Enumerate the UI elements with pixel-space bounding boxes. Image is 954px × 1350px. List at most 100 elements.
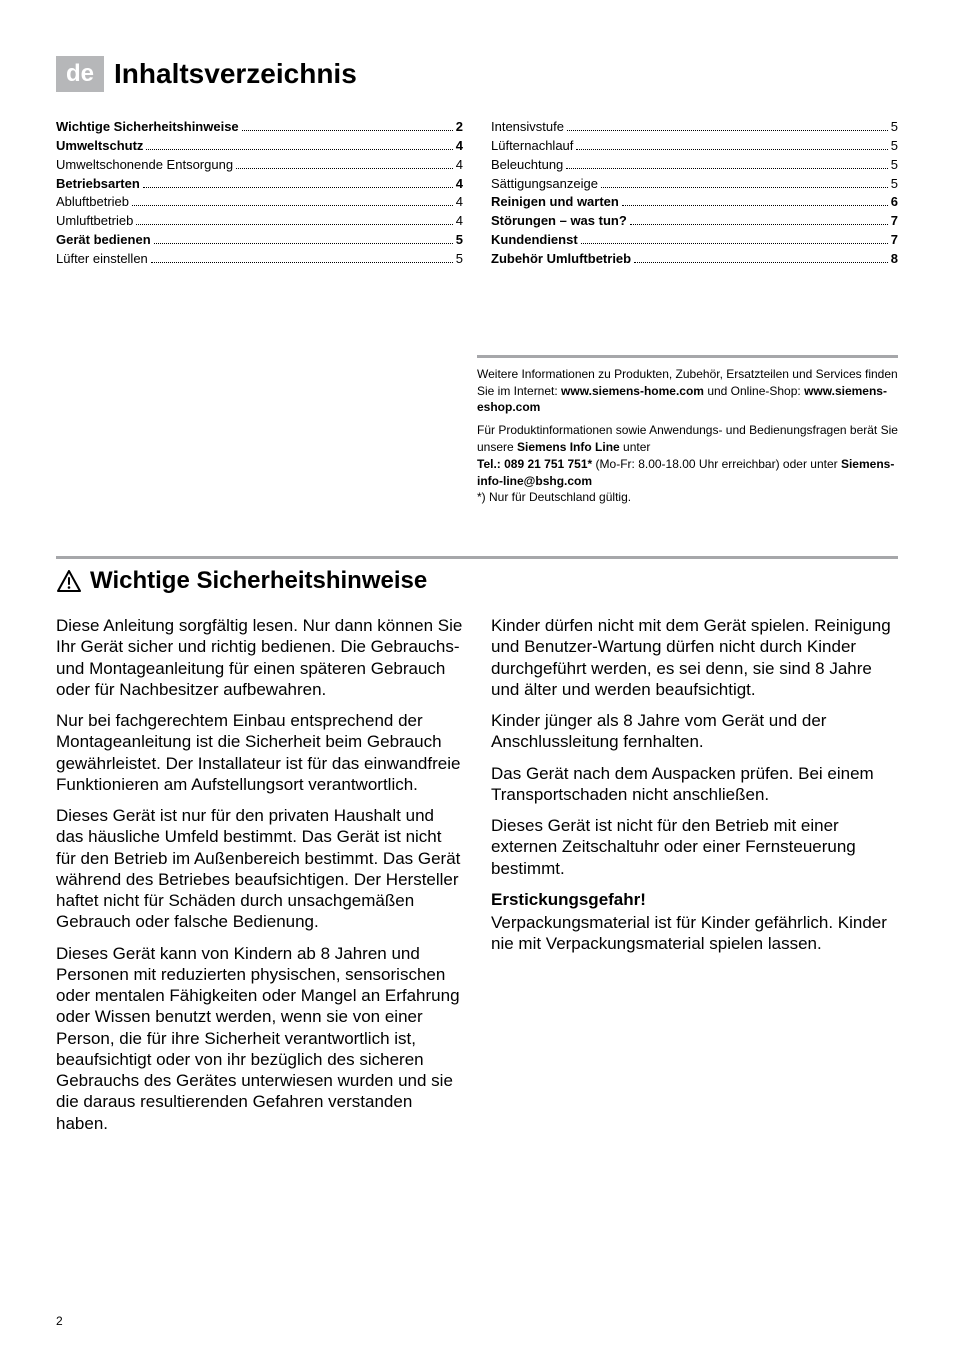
toc-entry: Lüfter einstellen 5 bbox=[56, 250, 463, 269]
toc-page-number: 5 bbox=[891, 137, 898, 156]
document-page: de Inhaltsverzeichnis Wichtige Sicherhei… bbox=[0, 0, 954, 1350]
toc-entry: Wichtige Sicherheitshinweise 2 bbox=[56, 118, 463, 137]
toc-page-number: 5 bbox=[891, 156, 898, 175]
toc-leader-dots bbox=[236, 168, 453, 169]
info-box: Weitere Informationen zu Produkten, Zube… bbox=[477, 355, 898, 512]
toc-page-number: 4 bbox=[456, 156, 463, 175]
toc-leader-dots bbox=[151, 262, 453, 263]
toc-leader-dots bbox=[622, 205, 888, 206]
toc-label: Zubehör Umluftbetrieb bbox=[491, 250, 631, 269]
body-paragraph: Das Gerät nach dem Auspacken prüfen. Bei… bbox=[491, 763, 898, 806]
toc-label: Betriebsarten bbox=[56, 175, 140, 194]
toc-label: Kundendienst bbox=[491, 231, 578, 250]
toc-page-number: 7 bbox=[891, 212, 898, 231]
toc-entry: Gerät bedienen 5 bbox=[56, 231, 463, 250]
toc-leader-dots bbox=[634, 262, 888, 263]
body-paragraph: Diese Anleitung sorgfältig lesen. Nur da… bbox=[56, 615, 463, 700]
toc-entry: Umluftbetrieb 4 bbox=[56, 212, 463, 231]
info-footnote: *) Nur für Deutschland gültig. bbox=[477, 489, 898, 506]
toc-label: Intensivstufe bbox=[491, 118, 564, 137]
toc-label: Störungen – was tun? bbox=[491, 212, 627, 231]
toc-page-number: 5 bbox=[891, 118, 898, 137]
toc-page-number: 2 bbox=[456, 118, 463, 137]
toc-label: Lüfter einstellen bbox=[56, 250, 148, 269]
toc-leader-dots bbox=[567, 130, 888, 131]
toc-leader-dots bbox=[242, 130, 453, 131]
toc-label: Lüfternachlauf bbox=[491, 137, 573, 156]
info-brand: Siemens Info Line bbox=[517, 440, 620, 454]
toc-page-number: 5 bbox=[456, 250, 463, 269]
body-paragraph: Kinder jünger als 8 Jahre vom Gerät und … bbox=[491, 710, 898, 753]
body-paragraph: Nur bei fachgerechtem Einbau entsprechen… bbox=[56, 710, 463, 795]
toc-page-number: 5 bbox=[891, 175, 898, 194]
toc-entry: Betriebsarten4 bbox=[56, 175, 463, 194]
toc-leader-dots bbox=[566, 168, 887, 169]
toc-leader-dots bbox=[581, 243, 888, 244]
page-title: Inhaltsverzeichnis bbox=[114, 58, 357, 90]
toc-entry: Abluftbetrieb 4 bbox=[56, 193, 463, 212]
toc-label: Umweltschonende Entsorgung bbox=[56, 156, 233, 175]
toc-entry: Umweltschutz 4 bbox=[56, 137, 463, 156]
toc-leader-dots bbox=[132, 205, 453, 206]
danger-paragraph: Verpackungsmaterial ist für Kinder gefäh… bbox=[491, 912, 898, 955]
toc-entry: Kundendienst 7 bbox=[491, 231, 898, 250]
info-text: (Mo-Fr: 8.00-18.00 Uhr erreichbar) oder … bbox=[592, 457, 841, 471]
info-box-row: Weitere Informationen zu Produkten, Zube… bbox=[56, 355, 898, 512]
info-text: unter bbox=[620, 440, 651, 454]
body-paragraph: Dieses Gerät ist nur für den privaten Ha… bbox=[56, 805, 463, 933]
toc-leader-dots bbox=[601, 187, 888, 188]
toc-page-number: 4 bbox=[456, 193, 463, 212]
toc-label: Reinigen und warten bbox=[491, 193, 619, 212]
section-header: Wichtige Sicherheitshinweise bbox=[56, 567, 898, 595]
body-columns: Diese Anleitung sorgfältig lesen. Nur da… bbox=[56, 615, 898, 1144]
body-paragraph: Dieses Gerät ist nicht für den Betrieb m… bbox=[491, 815, 898, 879]
toc-column-left: Wichtige Sicherheitshinweise2Umweltschut… bbox=[56, 118, 463, 269]
toc-column-right: Intensivstufe5Lüfternachlauf5Beleuchtung… bbox=[491, 118, 898, 269]
info-spacer bbox=[56, 355, 477, 512]
warning-icon bbox=[56, 570, 82, 592]
toc-page-number: 8 bbox=[891, 250, 898, 269]
toc-entry: Umweltschonende Entsorgung 4 bbox=[56, 156, 463, 175]
toc-label: Wichtige Sicherheitshinweise bbox=[56, 118, 239, 137]
toc-leader-dots bbox=[630, 224, 888, 225]
toc-leader-dots bbox=[576, 149, 887, 150]
language-badge: de bbox=[56, 56, 104, 92]
toc-label: Beleuchtung bbox=[491, 156, 563, 175]
toc-entry: Zubehör Umluftbetrieb 8 bbox=[491, 250, 898, 269]
info-paragraph: Tel.: 089 21 751 751* (Mo-Fr: 8.00-18.00… bbox=[477, 456, 898, 490]
toc-label: Gerät bedienen bbox=[56, 231, 151, 250]
toc-page-number: 4 bbox=[456, 212, 463, 231]
toc-entry: Intensivstufe 5 bbox=[491, 118, 898, 137]
toc-leader-dots bbox=[136, 224, 452, 225]
info-paragraph: Weitere Informationen zu Produkten, Zube… bbox=[477, 366, 898, 416]
toc-label: Abluftbetrieb bbox=[56, 193, 129, 212]
body-column-right: Kinder dürfen nicht mit dem Gerät spiele… bbox=[491, 615, 898, 1144]
toc-label: Umweltschutz bbox=[56, 137, 143, 156]
body-paragraph: Dieses Gerät kann von Kindern ab 8 Jahre… bbox=[56, 943, 463, 1134]
section-title: Wichtige Sicherheitshinweise bbox=[90, 567, 427, 595]
toc-page-number: 4 bbox=[456, 137, 463, 156]
info-url: www.siemens-home.com bbox=[561, 384, 704, 398]
toc-page-number: 6 bbox=[891, 193, 898, 212]
toc-entry: Reinigen und warten 6 bbox=[491, 193, 898, 212]
toc-leader-dots bbox=[143, 187, 453, 188]
body-column-left: Diese Anleitung sorgfältig lesen. Nur da… bbox=[56, 615, 463, 1144]
toc-label: Umluftbetrieb bbox=[56, 212, 133, 231]
info-paragraph: Für Produktinformationen sowie Anwendung… bbox=[477, 422, 898, 456]
toc-entry: Störungen – was tun? 7 bbox=[491, 212, 898, 231]
page-number: 2 bbox=[56, 1314, 63, 1328]
info-text: und Online-Shop: bbox=[704, 384, 804, 398]
toc-leader-dots bbox=[146, 149, 452, 150]
info-phone: Tel.: 089 21 751 751* bbox=[477, 457, 592, 471]
toc-page-number: 5 bbox=[456, 231, 463, 250]
section-divider bbox=[56, 556, 898, 559]
toc-page-number: 7 bbox=[891, 231, 898, 250]
toc-entry: Beleuchtung 5 bbox=[491, 156, 898, 175]
title-row: de Inhaltsverzeichnis bbox=[56, 56, 898, 92]
toc-entry: Sättigungsanzeige 5 bbox=[491, 175, 898, 194]
toc-entry: Lüfternachlauf 5 bbox=[491, 137, 898, 156]
body-paragraph: Kinder dürfen nicht mit dem Gerät spiele… bbox=[491, 615, 898, 700]
table-of-contents: Wichtige Sicherheitshinweise2Umweltschut… bbox=[56, 118, 898, 269]
toc-leader-dots bbox=[154, 243, 453, 244]
toc-label: Sättigungsanzeige bbox=[491, 175, 598, 194]
